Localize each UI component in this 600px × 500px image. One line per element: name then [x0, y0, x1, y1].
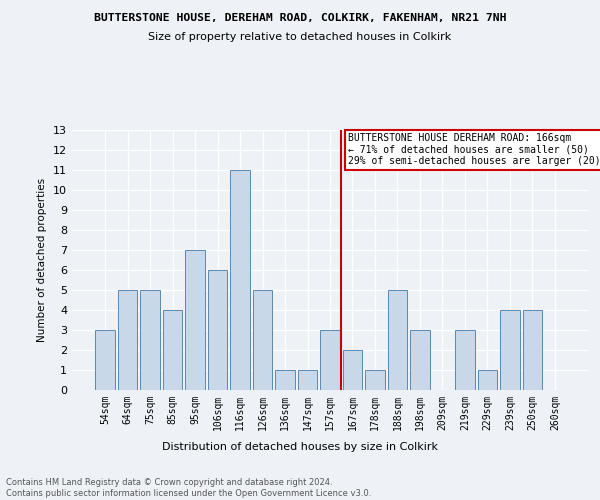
Bar [500, 310, 520, 390]
Text: Size of property relative to detached houses in Colkirk: Size of property relative to detached ho… [148, 32, 452, 42]
Bar [163, 310, 182, 390]
Text: BUTTERSTONE HOUSE DEREHAM ROAD: 166sqm
← 71% of detached houses are smaller (50): BUTTERSTONE HOUSE DEREHAM ROAD: 166sqm ←… [348, 133, 600, 166]
Y-axis label: Number of detached properties: Number of detached properties [37, 178, 47, 342]
Bar [298, 370, 317, 390]
Bar [95, 330, 115, 390]
Bar [185, 250, 205, 390]
Bar [118, 290, 137, 390]
Text: Contains HM Land Registry data © Crown copyright and database right 2024.
Contai: Contains HM Land Registry data © Crown c… [6, 478, 371, 498]
Text: BUTTERSTONE HOUSE, DEREHAM ROAD, COLKIRK, FAKENHAM, NR21 7NH: BUTTERSTONE HOUSE, DEREHAM ROAD, COLKIRK… [94, 12, 506, 22]
Bar [140, 290, 160, 390]
Bar [275, 370, 295, 390]
Bar [320, 330, 340, 390]
Bar [523, 310, 542, 390]
Bar [230, 170, 250, 390]
Bar [253, 290, 272, 390]
Bar [208, 270, 227, 390]
Bar [388, 290, 407, 390]
Bar [365, 370, 385, 390]
Text: Distribution of detached houses by size in Colkirk: Distribution of detached houses by size … [162, 442, 438, 452]
Bar [478, 370, 497, 390]
Bar [455, 330, 475, 390]
Bar [343, 350, 362, 390]
Bar [410, 330, 430, 390]
